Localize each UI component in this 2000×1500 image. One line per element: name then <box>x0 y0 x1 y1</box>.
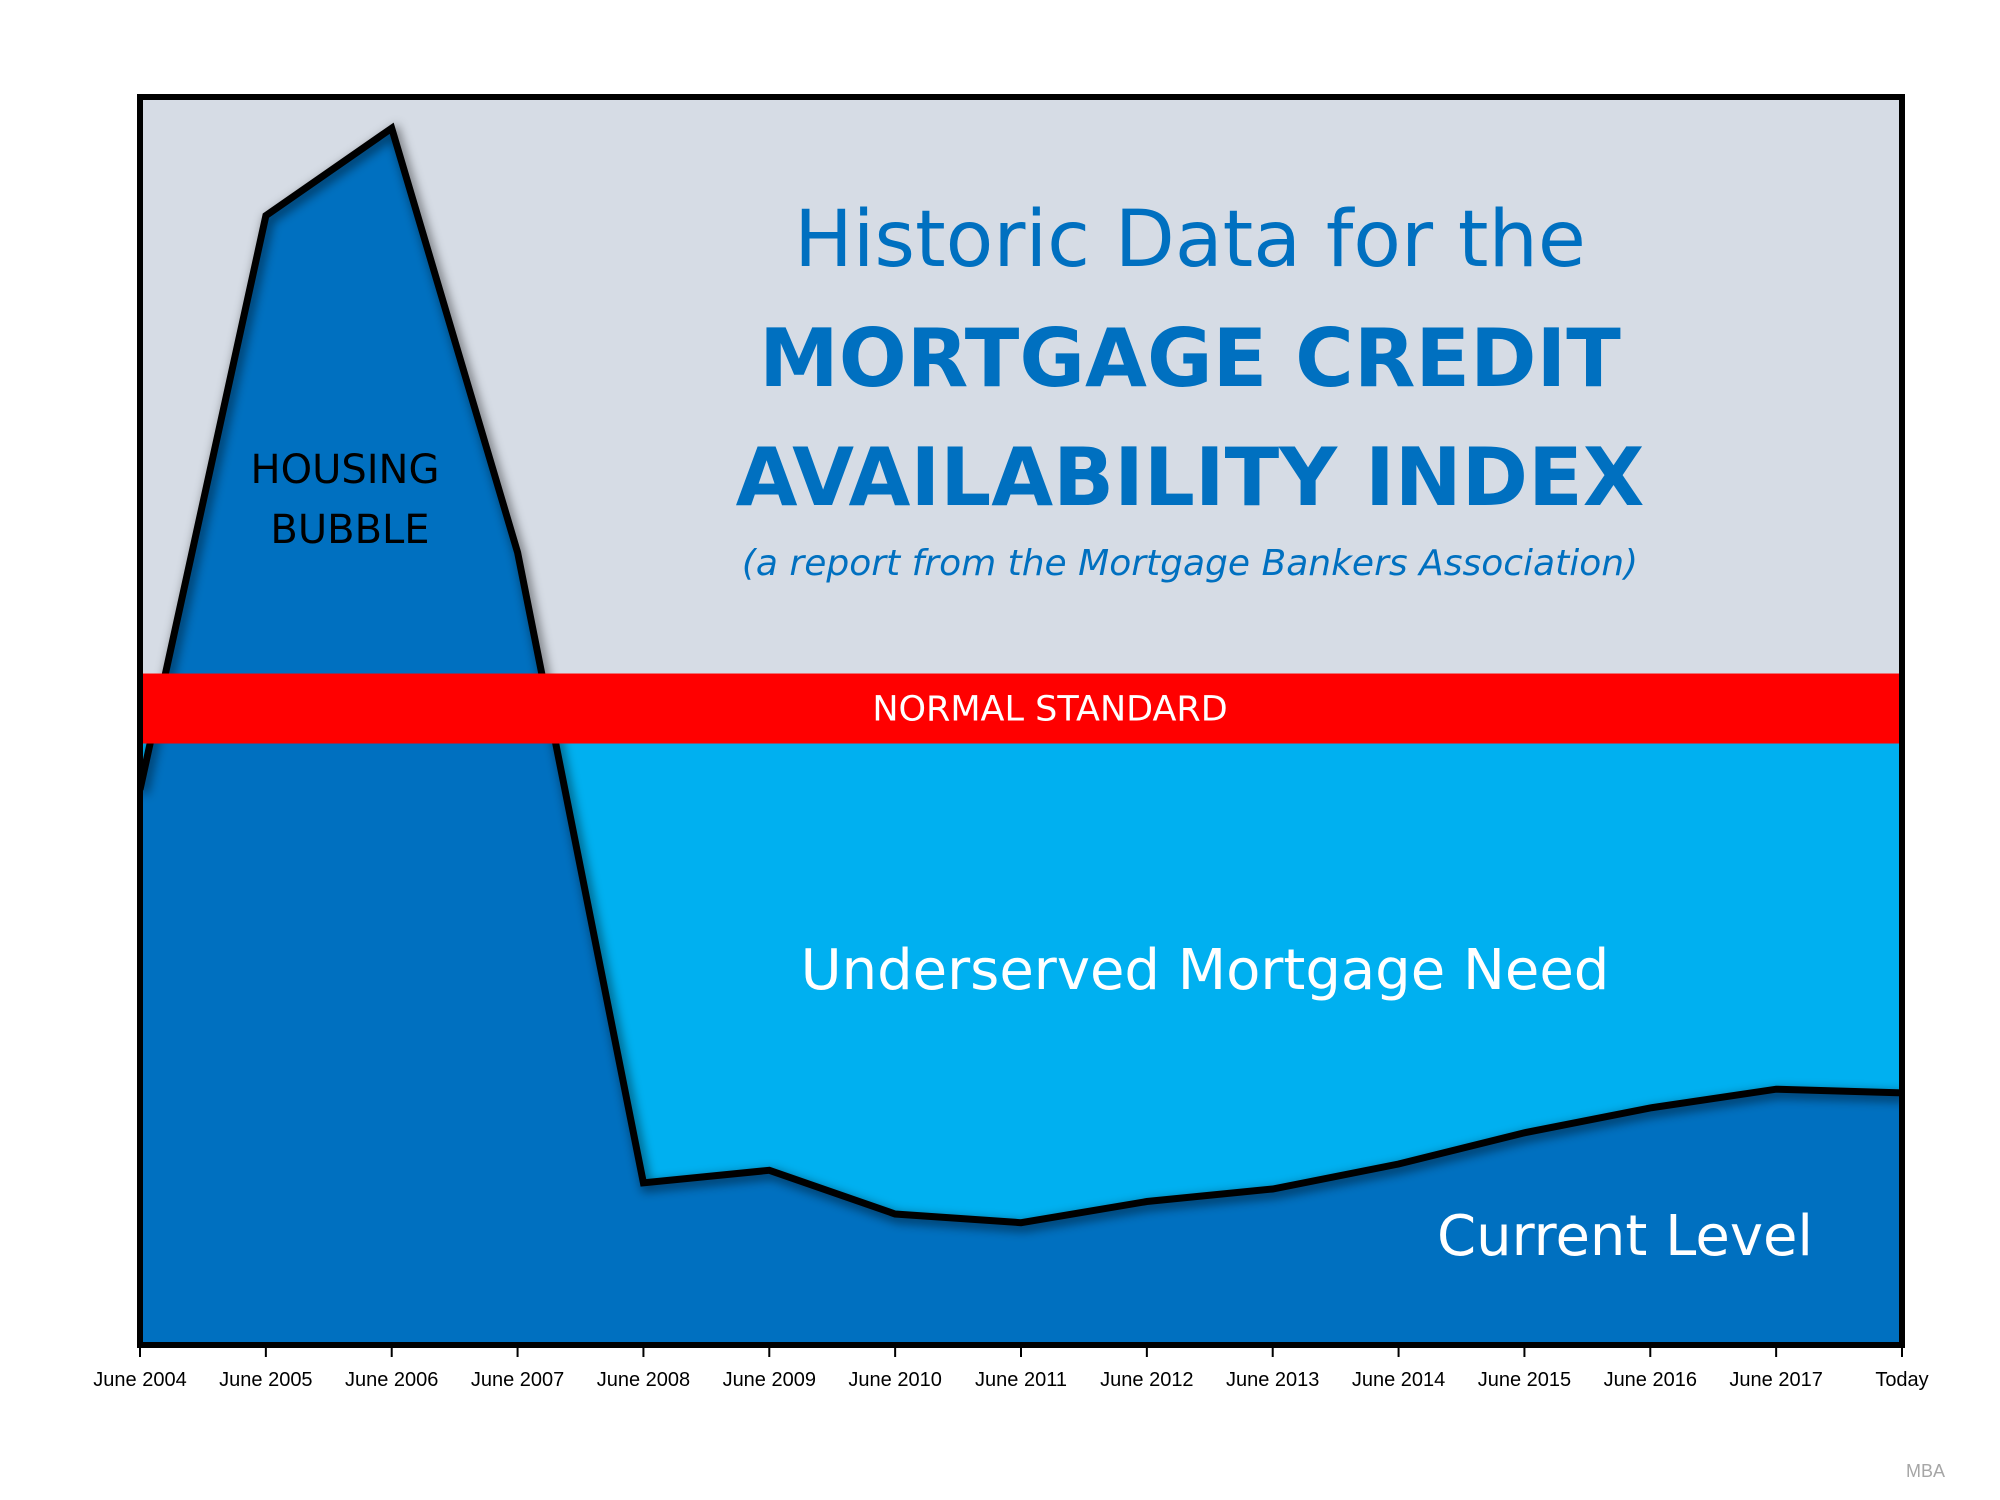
x-tick-label-8: June 2012 <box>1100 1369 1193 1391</box>
x-tick-label-2: June 2006 <box>345 1369 438 1391</box>
current-level-area <box>140 128 1902 1345</box>
x-tick-label-3: June 2007 <box>471 1369 564 1391</box>
chart-subtitle: (a report from the Mortgage Bankers Asso… <box>742 543 1638 584</box>
underserved-label: Underserved Mortgage Need <box>801 938 1610 1003</box>
x-tick-label-6: June 2010 <box>848 1369 941 1391</box>
x-tick-label-9: June 2013 <box>1226 1369 1319 1391</box>
housing-bubble-label-line-2: BUBBLE <box>270 507 429 553</box>
normal-standard-label: NORMAL STANDARD <box>872 690 1227 730</box>
x-tick-label-10: June 2014 <box>1352 1369 1445 1391</box>
chart-title-line-3: AVAILABILITY INDEX <box>736 431 1645 524</box>
x-tick-label-1: June 2005 <box>219 1369 312 1391</box>
chart-title-line-2: MORTGAGE CREDIT <box>759 312 1621 405</box>
series-line <box>140 122 1902 1227</box>
x-tick-label-5: June 2009 <box>723 1369 816 1391</box>
current-level-label: Current Level <box>1437 1204 1813 1269</box>
chart-title-line-1: Historic Data for the <box>794 195 1586 285</box>
source-label: MBA <box>1906 1461 1945 1481</box>
x-tick-label-13: June 2017 <box>1729 1369 1822 1391</box>
normal-standard-band <box>140 673 1902 744</box>
x-tick-label-7: June 2011 <box>975 1369 1067 1391</box>
x-tick-label-11: June 2015 <box>1478 1369 1571 1391</box>
x-tick-label-0: June 2004 <box>93 1369 186 1391</box>
housing-bubble-label-line-1: HOUSING <box>251 447 440 493</box>
x-tick-label-4: June 2008 <box>597 1369 690 1391</box>
x-tick-label-14: Today <box>1875 1369 1928 1391</box>
x-tick-label-12: June 2016 <box>1604 1369 1697 1391</box>
